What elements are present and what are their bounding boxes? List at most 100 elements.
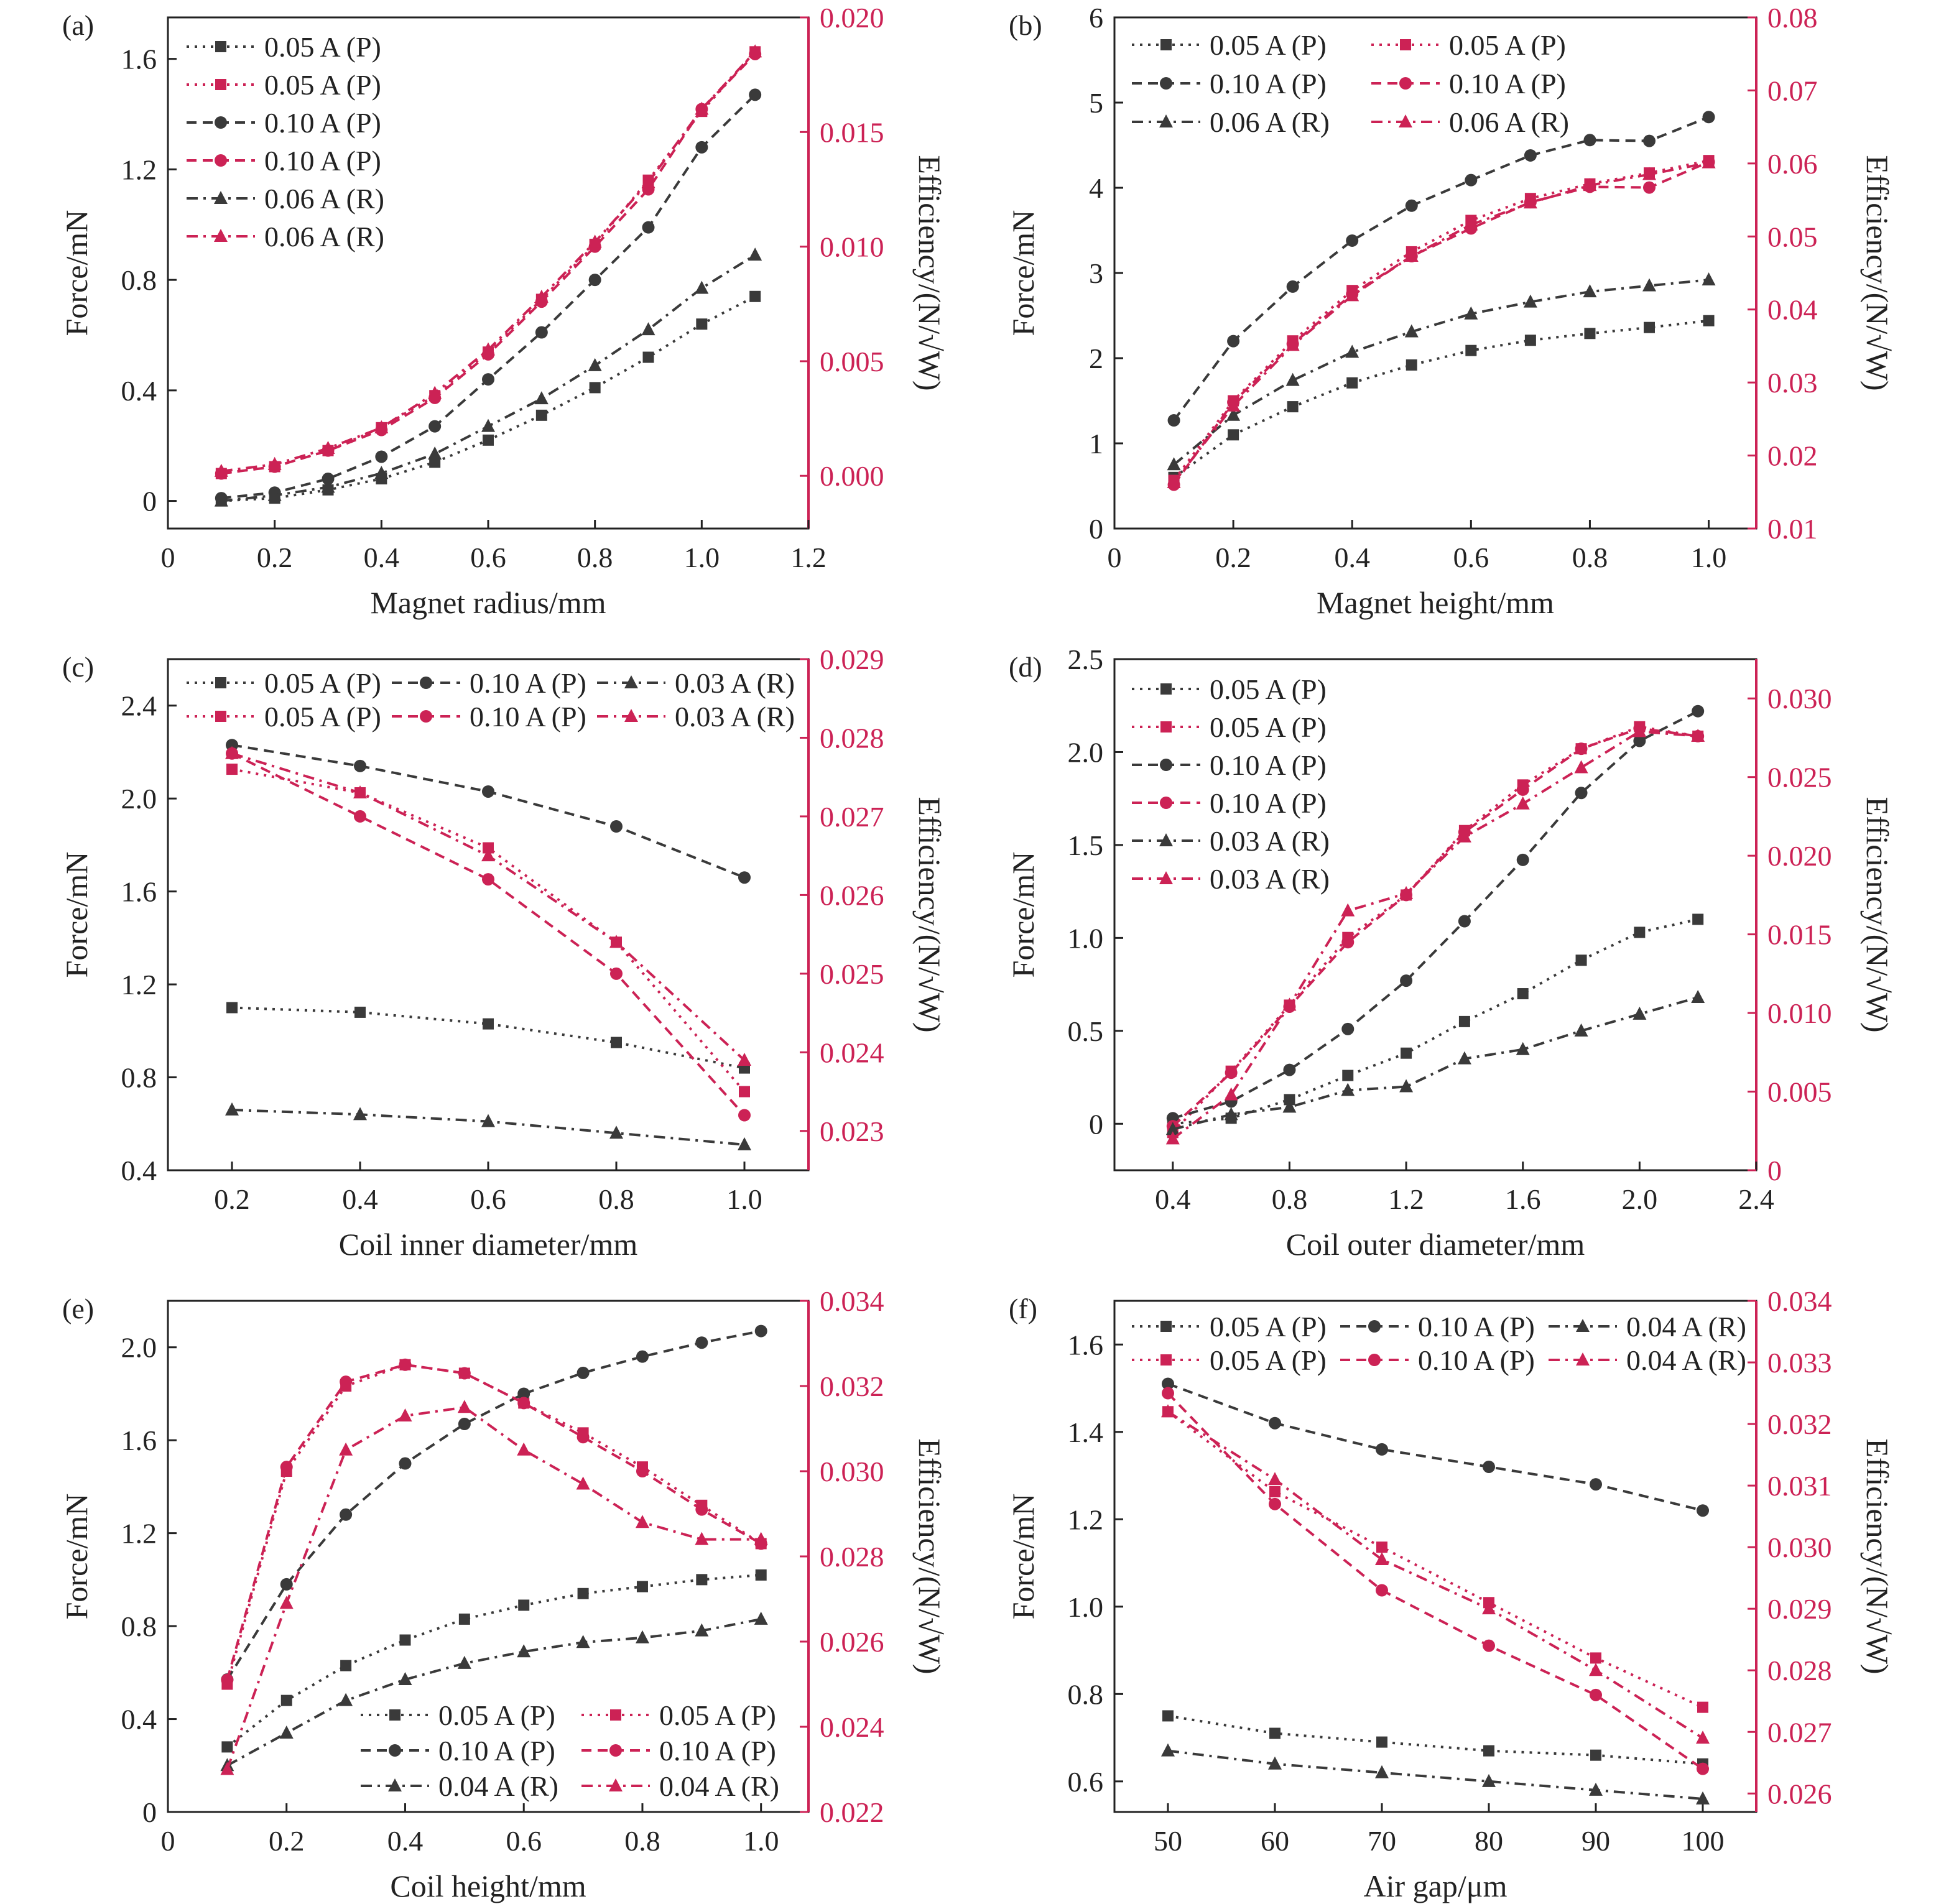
- data-point: [398, 1408, 412, 1421]
- data-point: [755, 1569, 767, 1581]
- y-tick-label: 0.4: [121, 1155, 157, 1186]
- y2-tick-label: 0.032: [1767, 1408, 1832, 1440]
- data-point: [321, 479, 335, 493]
- data-point: [1483, 1639, 1495, 1652]
- y2-tick-label: 0.031: [1767, 1470, 1832, 1502]
- x-axis-title: Coil height/mm: [390, 1869, 586, 1903]
- data-point: [636, 1581, 648, 1592]
- data-point: [696, 1574, 708, 1586]
- legend-label: 0.05 A (P): [1210, 1344, 1327, 1376]
- data-point: [279, 1725, 294, 1739]
- legend-item: 0.10 A (P): [392, 667, 586, 699]
- data-point: [1464, 217, 1478, 231]
- y2-tick-label: 0.015: [1767, 919, 1832, 951]
- legend-marker: [1159, 871, 1173, 884]
- data-point: [636, 1350, 649, 1363]
- panel-label: (b): [1009, 9, 1042, 41]
- y-tick-label: 1.4: [1068, 1416, 1104, 1448]
- y2-tick-label: 0.022: [820, 1796, 884, 1828]
- data-point: [1225, 1066, 1238, 1079]
- panel-label: (c): [62, 651, 94, 683]
- data-point: [214, 463, 228, 477]
- data-point: [457, 1400, 471, 1413]
- y2-tick-label: 0.025: [820, 958, 884, 990]
- y2-tick-label: 0.07: [1767, 75, 1818, 106]
- y2-tick-label: 0.015: [820, 116, 884, 148]
- y-tick-label: 1: [1089, 428, 1103, 460]
- legend-label: 0.05 A (P): [264, 667, 381, 699]
- data-point: [353, 1107, 367, 1121]
- data-point: [738, 1052, 751, 1066]
- data-point: [1165, 1122, 1180, 1135]
- data-point: [339, 1693, 353, 1706]
- y2-tick-label: 0.029: [820, 644, 884, 675]
- data-point: [1524, 149, 1537, 162]
- y2-axis-title: Efficiency/(N/√W): [912, 155, 947, 391]
- data-point: [754, 1324, 767, 1338]
- series-efficiency-square: [1168, 155, 1715, 486]
- y2-axis-title: Efficiency/(N/√W): [1860, 1438, 1895, 1674]
- data-point: [482, 373, 494, 386]
- data-point: [748, 44, 762, 58]
- series-efficiency-square: [221, 1359, 767, 1690]
- data-point: [1483, 1745, 1494, 1757]
- legend-marker: [389, 1709, 401, 1721]
- y-tick-label: 0: [142, 486, 157, 517]
- legend-label: 0.10 A (P): [264, 107, 381, 139]
- legend-label: 0.05 A (P): [1210, 29, 1327, 61]
- legend-label: 0.06 A (R): [1449, 106, 1569, 138]
- data-point: [695, 1532, 709, 1545]
- x-tick-label: 80: [1475, 1825, 1503, 1857]
- data-point: [1375, 1765, 1389, 1778]
- legend-item: 0.10 A (P): [392, 701, 586, 732]
- y-tick-label: 4: [1089, 172, 1103, 204]
- y2-tick-label: 0.030: [820, 1456, 884, 1487]
- chart-panel-d: 0.4 0.8 1.2 1.6 2.0 2.400.51.01.52.02.500.005…: [1006, 644, 1895, 1262]
- data-point: [1268, 1472, 1282, 1486]
- series-line: [226, 1363, 762, 1685]
- data-point: [1345, 288, 1359, 302]
- legend-label: 0.10 A (P): [659, 1735, 776, 1767]
- data-point: [1457, 829, 1471, 843]
- legend-label: 0.05 A (P): [1210, 1311, 1327, 1343]
- series-efficiency-triangle: [214, 44, 762, 477]
- legend-label: 0.06 A (R): [264, 221, 384, 252]
- legend-item: 0.05 A (P): [187, 701, 381, 732]
- data-point: [428, 446, 442, 460]
- legend-item: 0.10 A (P): [1371, 68, 1566, 99]
- x-tick-label: 0.6: [470, 542, 506, 573]
- data-point: [1399, 1079, 1414, 1093]
- legend: 0.05 A (P) 0.05 A (P) 0.10 A (P) 0.10 A (P)…: [187, 31, 384, 252]
- data-point: [1697, 1701, 1708, 1713]
- data-point: [642, 221, 655, 234]
- series-line: [226, 1329, 762, 1681]
- data-point: [1345, 344, 1359, 358]
- legend-label: 0.10 A (P): [1210, 749, 1327, 781]
- series-line: [1167, 1410, 1704, 1739]
- data-point: [375, 450, 388, 463]
- series-line: [231, 752, 746, 1116]
- x-axis-title: Coil inner diameter/mm: [339, 1227, 638, 1262]
- data-point: [611, 1037, 622, 1048]
- series-force-square: [215, 290, 761, 507]
- panel-label: (d): [1009, 651, 1042, 683]
- data-point: [695, 101, 709, 115]
- y-tick-label: 1.0: [1068, 1591, 1104, 1623]
- y2-tick-label: 0.020: [1767, 840, 1832, 872]
- series-line: [1173, 161, 1709, 484]
- y2-tick-label: 0.024: [820, 1711, 884, 1743]
- data-point: [1167, 475, 1181, 489]
- data-point: [1633, 734, 1646, 747]
- data-point: [1167, 414, 1180, 427]
- data-point: [482, 873, 494, 886]
- y2-tick-label: 0.023: [820, 1116, 884, 1147]
- data-point: [226, 764, 238, 775]
- x-tick-label: 70: [1368, 1825, 1396, 1857]
- y-tick-label: 1.2: [121, 969, 157, 1001]
- data-point: [1574, 1023, 1588, 1037]
- data-point: [748, 247, 762, 261]
- x-tick-label: 0.8: [598, 1183, 634, 1215]
- series-force-circle: [226, 739, 751, 884]
- series-line: [1167, 1382, 1703, 1512]
- x-tick-label: 1.2: [1388, 1183, 1424, 1215]
